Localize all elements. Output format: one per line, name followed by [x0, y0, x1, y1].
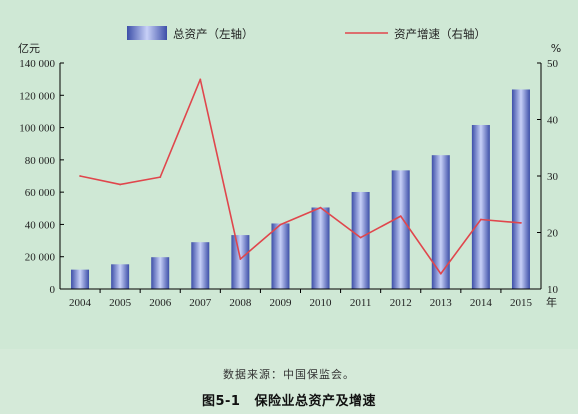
line-layer — [79, 78, 522, 275]
left-tick-label: 20 000 — [25, 252, 56, 264]
figure-number: 图5-1 — [201, 394, 241, 409]
bar-2008 — [231, 235, 250, 289]
right-tick-label: 30 — [547, 171, 559, 183]
growth-point-2010 — [319, 206, 322, 209]
right-tick-label: 10 — [547, 284, 559, 296]
growth-point-2008 — [239, 258, 242, 260]
axes-layer: 0 20 000 40 000 60 000 80 000 100 000 120 000 1… — [18, 42, 561, 309]
left-tick-label: 80 000 — [25, 155, 56, 167]
growth-point-2011 — [359, 236, 362, 239]
x-tick-label: 2005 — [109, 297, 132, 309]
bar-2009 — [271, 223, 290, 289]
bar-2005 — [111, 264, 130, 289]
growth-point-2009 — [279, 223, 282, 226]
source-note: 数据来源：中国保监会。 — [223, 368, 355, 381]
x-tick-label: 2011 — [350, 297, 372, 309]
growth-point-2005 — [119, 183, 122, 186]
legend-swatch-total-assets — [127, 26, 167, 40]
left-tick-label: 0 — [50, 284, 56, 296]
figure-title: 保险业总资产及增速 — [254, 394, 376, 409]
x-tick-label: 2008 — [229, 297, 252, 309]
bar-2010 — [311, 207, 330, 289]
growth-point-2006 — [159, 176, 162, 179]
left-tick-label: 140 000 — [19, 58, 55, 70]
bar-2015 — [511, 89, 530, 289]
legend: 总资产（左轴） 资产增速（右轴） — [127, 26, 486, 41]
footer-band — [0, 349, 578, 414]
growth-point-2012 — [399, 215, 402, 218]
x-tick-label: 2012 — [390, 297, 412, 309]
growth-point-2015 — [520, 222, 522, 224]
growth-point-2004 — [79, 175, 81, 177]
x-tick-label: 2010 — [310, 297, 333, 309]
right-tick-label: 40 — [547, 115, 559, 127]
right-axis-unit: % — [551, 42, 561, 55]
x-tick-label: 2015 — [510, 297, 533, 309]
left-tick-label: 60 000 — [25, 187, 56, 199]
growth-point-2014 — [479, 218, 482, 221]
left-tick-label: 40 000 — [25, 219, 56, 231]
bar-2006 — [151, 257, 170, 289]
combo-chart: 0 20 000 40 000 60 000 80 000 100 000 120 000 1… — [0, 0, 578, 349]
legend-label-growth-rate: 资产增速（右轴） — [394, 27, 486, 41]
bar-2013 — [431, 155, 450, 289]
bar-2014 — [471, 124, 490, 290]
right-tick-label: 50 — [547, 58, 559, 70]
bar-2004 — [71, 269, 90, 289]
x-tick-label: 2006 — [149, 297, 172, 309]
x-tick-label: 2013 — [430, 297, 453, 309]
left-tick-label: 120 000 — [19, 90, 55, 102]
figure-caption: 图5-1 保险业总资产及增速 — [0, 390, 578, 409]
x-tick-label: 2009 — [269, 297, 292, 309]
bar-2007 — [191, 242, 210, 289]
bars-layer — [71, 89, 530, 290]
x-axis-unit: 年 — [546, 295, 557, 309]
growth-point-2013 — [439, 272, 442, 275]
growth-point-2007 — [199, 78, 202, 81]
left-tick-label: 100 000 — [19, 123, 55, 135]
left-axis-unit: 亿元 — [18, 42, 40, 55]
growth-rate-line — [79, 78, 522, 275]
bar-2012 — [391, 170, 410, 289]
x-tick-label: 2004 — [69, 297, 92, 309]
legend-label-total-assets: 总资产（左轴） — [173, 27, 254, 41]
x-tick-label: 2014 — [470, 297, 493, 309]
right-tick-label: 20 — [547, 228, 559, 240]
x-tick-label: 2007 — [189, 297, 212, 309]
bar-2011 — [351, 191, 370, 289]
